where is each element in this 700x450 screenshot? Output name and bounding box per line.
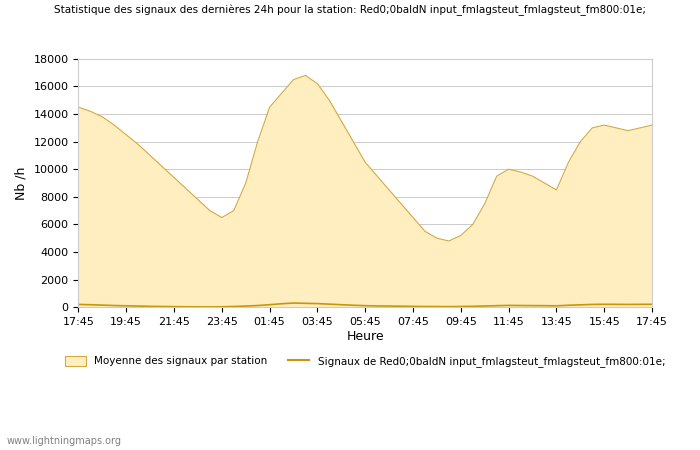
Text: Statistique des signaux des dernières 24h pour la station: Red0;0baldN input_fml: Statistique des signaux des dernières 24…	[54, 4, 646, 16]
Y-axis label: Nb /h: Nb /h	[15, 166, 28, 200]
X-axis label: Heure: Heure	[346, 330, 384, 343]
Text: www.lightningmaps.org: www.lightningmaps.org	[7, 436, 122, 446]
Legend: Moyenne des signaux par station, Signaux de Red0;0baldN input_fmlagsteut_fmlagst: Moyenne des signaux par station, Signaux…	[61, 352, 669, 372]
